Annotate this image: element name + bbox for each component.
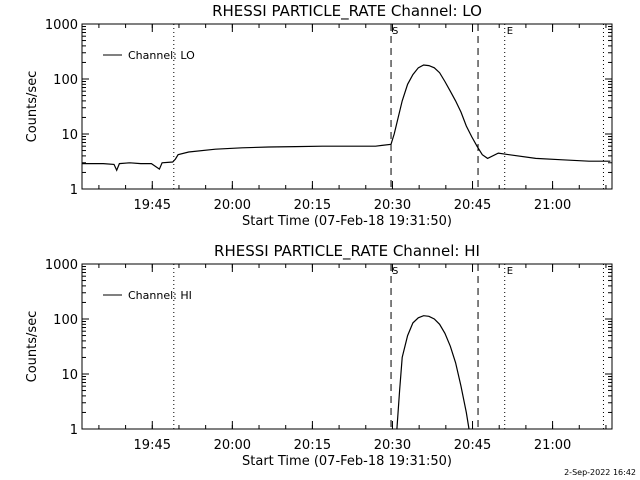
panel-lo-xtick-label: 20:15 [294,198,331,213]
panel-lo-xtick-label: 20:45 [454,198,491,213]
panel-lo-xtick-label: 19:45 [134,198,171,213]
panel-lo-start-marker: S [392,26,398,37]
panel-hi-end-marker: E [507,266,513,277]
panel-hi-ytick-label: 100 [53,313,78,328]
panel-hi-legend-label: Channel: HI [128,289,192,302]
panel-hi-frame [81,263,613,430]
panel-hi-ytick-label: 10 [61,368,78,383]
panel-hi-ytick-label: 1000 [45,258,78,273]
panel-hi: RHESSI PARTICLE_RATE Channel: HI Start T… [25,242,613,469]
panel-lo-xlabel: Start Time (07-Feb-18 19:31:50) [242,214,452,229]
panel-lo-xtick-label: 20:00 [214,198,251,213]
panel-hi-xtick-label: 20:45 [454,438,491,453]
panel-hi-xtick-label: 20:00 [214,438,251,453]
panel-lo-title: RHESSI PARTICLE_RATE Channel: LO [212,2,482,21]
panel-lo-ylabel: Counts/sec [25,71,40,143]
panel-lo-ytick-label: 100 [53,73,78,88]
panel-lo-ytick-label: 10 [61,128,78,143]
panel-hi-title: RHESSI PARTICLE_RATE Channel: HI [214,242,480,261]
panel-lo-legend-label: Channel: LO [128,49,195,62]
panel-hi-xtick-label: 21:00 [534,438,571,453]
panel-hi-start-marker: S [392,266,398,277]
panel-lo-end-marker: E [507,26,513,37]
panel-lo-frame [81,23,613,190]
panel-lo-ytick-label: 1000 [45,18,78,33]
panel-lo-xtick-label: 20:30 [374,198,411,213]
panel-lo-series-line [82,64,611,172]
panel-lo-ytick-label: 1 [70,183,78,198]
panel-hi-ytick-label: 1 [70,423,78,438]
panel-lo-xtick-label: 21:00 [534,198,571,213]
panel-hi-xtick-label: 19:45 [134,438,171,453]
panel-hi-xtick-label: 20:15 [294,438,331,453]
panel-hi-xlabel: Start Time (07-Feb-18 19:31:50) [242,454,452,469]
panel-lo: RHESSI PARTICLE_RATE Channel: LO Start T… [25,2,613,229]
panel-hi-xtick-label: 20:30 [374,438,411,453]
date-stamp: 2-Sep-2022 16:42 [564,468,636,477]
panel-hi-ylabel: Counts/sec [25,311,40,383]
panel-hi-series-line [396,315,470,430]
